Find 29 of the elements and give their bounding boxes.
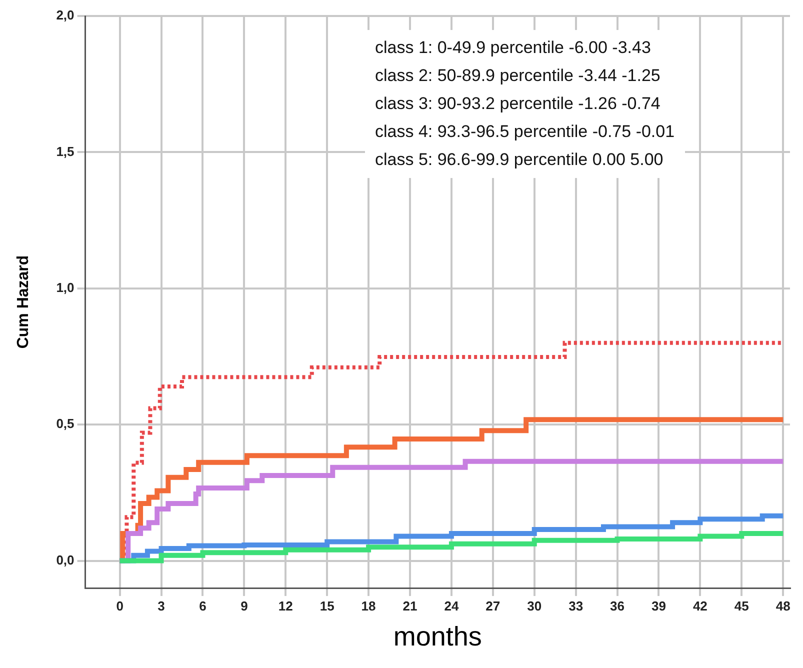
x-tick-label: 9	[240, 598, 248, 614]
x-tick-label: 12	[278, 598, 293, 614]
annotation: class 1: 0-49.9 percentile -6.00 -3.43	[375, 37, 652, 59]
y-tick-label: 0,0	[56, 552, 74, 568]
x-tick-label: 48	[776, 598, 790, 614]
y-tick-label: 0,5	[56, 416, 74, 432]
y-tick-label: 1,5	[56, 144, 74, 159]
x-tick-label: 45	[734, 598, 749, 614]
y-axis-title: Cum Hazard	[15, 255, 32, 349]
x-tick-label: 18	[361, 598, 376, 614]
x-tick-label: 30	[527, 598, 542, 614]
x-tick-label: 27	[486, 598, 500, 614]
x-tick-label: 15	[320, 598, 334, 614]
annotation: class 4: 93.3-96.5 percentile -0.75 -0.01	[375, 121, 675, 143]
x-tick-label: 24	[444, 598, 460, 614]
x-axis-title: months	[393, 621, 482, 652]
x-tick-label: 6	[199, 598, 206, 614]
x-tick-label: 42	[692, 598, 708, 614]
annotation: class 2: 50-89.9 percentile -3.44 -1.25	[375, 65, 662, 87]
annotation: class 5: 96.6-99.9 percentile 0.00 5.00	[375, 149, 664, 171]
x-tick-label: 33	[568, 598, 584, 614]
x-tick-label: 36	[610, 598, 625, 614]
x-tick-label: 21	[402, 598, 418, 614]
x-tick-label: 39	[651, 598, 666, 614]
annotation: class 3: 90-93.2 percentile -1.26 -0.74	[375, 93, 662, 115]
x-tick-label: 0	[116, 598, 124, 614]
y-tick-label: 2,0	[56, 8, 74, 23]
y-tick-label: 1,0	[56, 280, 74, 295]
x-tick-label: 3	[158, 598, 165, 614]
